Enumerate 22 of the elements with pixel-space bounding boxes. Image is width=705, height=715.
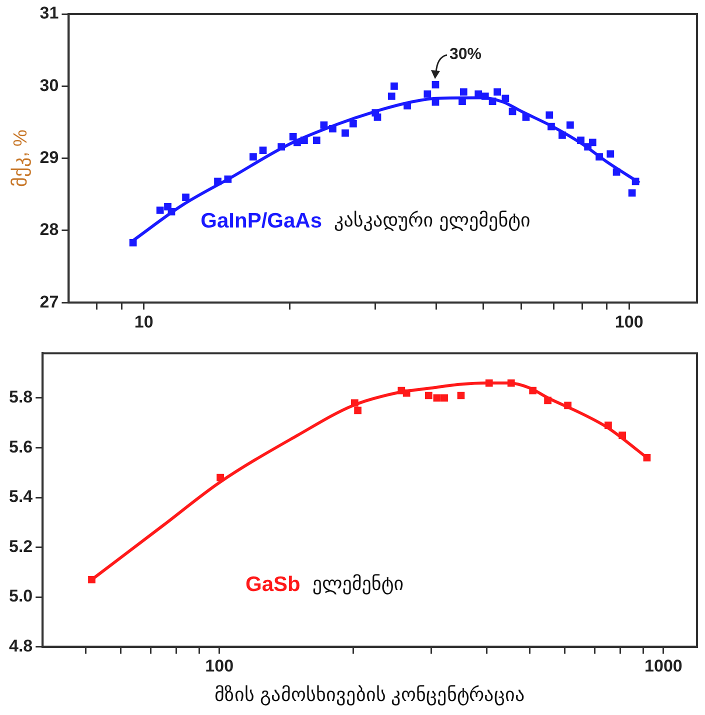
- x-tick-label: 10: [134, 312, 154, 332]
- annotation: ელემენტი: [312, 573, 404, 596]
- y-tick-label: 5.6: [8, 437, 33, 456]
- y-axis-title: მქკ, %: [10, 129, 32, 188]
- annotation: კასკადური ელემენტი: [334, 210, 530, 232]
- y-tick-label: 27: [40, 292, 59, 312]
- x-tick-label: 100: [614, 312, 644, 332]
- x-tick-label: 1000: [644, 656, 682, 676]
- y-tick-label: 30: [40, 76, 59, 95]
- annotation: 30%: [449, 46, 482, 64]
- y-tick-label: 5.0: [8, 586, 33, 606]
- series-label: GaInP/GaAs: [200, 210, 322, 233]
- y-tick-label: 5.2: [8, 536, 33, 556]
- y-tick-label: 28: [40, 220, 59, 240]
- y-tick-label: 5.4: [8, 487, 34, 506]
- y-tick-label: 29: [40, 148, 59, 167]
- x-tick-label: 100: [205, 656, 234, 676]
- y-tick-label: 4.8: [8, 636, 33, 656]
- text: GaSb: [245, 572, 300, 596]
- y-tick-label: 5.8: [8, 388, 33, 407]
- x-axis-title: მზის გამოსხივების კონცენტრაცია: [214, 684, 526, 706]
- y-tick-label: 31: [40, 4, 59, 23]
